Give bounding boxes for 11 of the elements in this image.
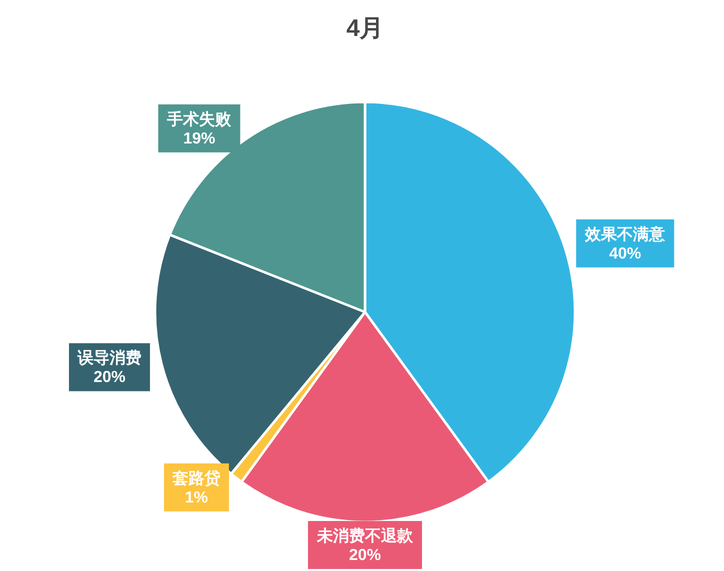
slice-label: 手术失败 [166, 110, 232, 128]
data-label: 1% [184, 489, 208, 506]
data-label: 40% [609, 245, 642, 262]
chart-title: 4月 [346, 15, 384, 42]
slice-label: 未消费不退款 [316, 527, 414, 545]
slice-label: 套路贷 [171, 469, 220, 488]
slice-label: 误导消费 [76, 349, 142, 368]
data-label: 19% [183, 130, 216, 148]
data-label: 20% [93, 369, 126, 386]
data-label: 20% [348, 547, 382, 564]
slice-label: 效果不满意 [584, 225, 666, 244]
